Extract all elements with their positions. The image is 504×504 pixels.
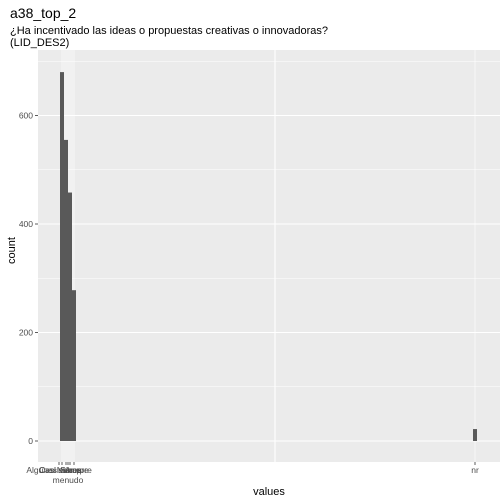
- x-tick-label: Casi siempre: [39, 465, 89, 475]
- bar-casi-nunca: [64, 139, 68, 441]
- x-tick-label: Siempre: [60, 465, 92, 475]
- y-tick-label: 200: [19, 328, 33, 338]
- bar-nunca: [72, 290, 76, 441]
- y-tick-label: 600: [19, 111, 33, 121]
- x-tick-label: nr: [471, 465, 479, 475]
- x-tick-label: Nunca: [57, 465, 82, 475]
- x-tick-label: Algunas veces: [26, 465, 81, 475]
- plot-panel: [38, 50, 500, 462]
- bar-nr: [473, 429, 477, 441]
- bar-casi-siempre: [68, 192, 72, 441]
- x-axis-label: values: [253, 486, 285, 498]
- x-tick-label: Casi nunca: [39, 465, 82, 475]
- chart-subtitle: ¿Ha incentivado las ideas o propuestas c…: [10, 25, 328, 49]
- y-tick-label: 400: [19, 219, 33, 229]
- bar-algunas-veces: [60, 72, 64, 441]
- chart-title: a38_top_2: [10, 5, 77, 21]
- y-tick-label: 0: [28, 436, 33, 446]
